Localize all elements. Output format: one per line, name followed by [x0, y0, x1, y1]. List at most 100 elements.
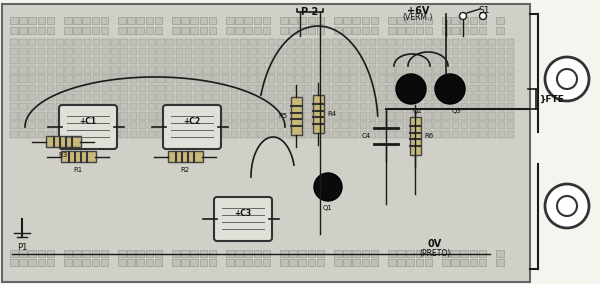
Bar: [359, 48, 367, 55]
Bar: [479, 112, 487, 120]
Bar: [212, 75, 220, 83]
Bar: [314, 39, 321, 46]
Bar: [166, 85, 174, 92]
Bar: [194, 103, 202, 110]
Bar: [304, 57, 312, 64]
Bar: [470, 94, 478, 101]
Bar: [166, 39, 174, 46]
Bar: [470, 250, 477, 257]
Bar: [231, 66, 238, 74]
Bar: [352, 26, 360, 34]
Bar: [190, 16, 198, 24]
Circle shape: [557, 196, 577, 216]
Bar: [286, 131, 293, 138]
Bar: [118, 258, 125, 266]
Bar: [148, 121, 155, 129]
Bar: [359, 75, 367, 83]
Bar: [359, 112, 367, 120]
Bar: [74, 121, 82, 129]
Bar: [102, 75, 110, 83]
Bar: [334, 26, 341, 34]
Bar: [102, 103, 110, 110]
Bar: [249, 112, 257, 120]
Bar: [93, 85, 100, 92]
Bar: [139, 85, 146, 92]
Bar: [442, 16, 449, 24]
Bar: [341, 131, 349, 138]
Bar: [406, 131, 413, 138]
Bar: [406, 16, 414, 24]
Bar: [497, 75, 505, 83]
Bar: [83, 48, 91, 55]
Bar: [209, 26, 217, 34]
Bar: [139, 131, 146, 138]
Bar: [470, 48, 478, 55]
Bar: [64, 258, 71, 266]
Bar: [38, 121, 45, 129]
Bar: [139, 112, 146, 120]
Bar: [286, 85, 293, 92]
Bar: [334, 258, 341, 266]
Circle shape: [460, 12, 467, 20]
Bar: [470, 75, 478, 83]
Bar: [507, 121, 514, 129]
Bar: [148, 57, 155, 64]
Bar: [157, 121, 164, 129]
Bar: [200, 250, 207, 257]
Bar: [369, 75, 376, 83]
Bar: [47, 75, 55, 83]
Bar: [102, 131, 110, 138]
Bar: [221, 103, 229, 110]
Bar: [240, 66, 248, 74]
Bar: [130, 66, 137, 74]
Bar: [323, 121, 331, 129]
Bar: [341, 121, 349, 129]
Bar: [157, 48, 164, 55]
Bar: [350, 112, 358, 120]
Circle shape: [545, 184, 589, 228]
Bar: [185, 48, 193, 55]
Text: P 2: P 2: [301, 7, 319, 17]
Bar: [148, 39, 155, 46]
Bar: [121, 39, 128, 46]
Bar: [479, 57, 487, 64]
Bar: [83, 66, 91, 74]
Bar: [308, 26, 315, 34]
Bar: [280, 26, 287, 34]
Bar: [166, 131, 174, 138]
Bar: [92, 26, 99, 34]
Bar: [102, 66, 110, 74]
Bar: [209, 250, 217, 257]
Bar: [181, 258, 189, 266]
Bar: [410, 117, 421, 155]
Bar: [28, 131, 36, 138]
Bar: [139, 94, 146, 101]
Bar: [47, 26, 55, 34]
Bar: [166, 75, 174, 83]
Bar: [461, 121, 469, 129]
Text: (PRETO): (PRETO): [419, 249, 451, 258]
Bar: [38, 66, 45, 74]
Bar: [415, 66, 422, 74]
Bar: [249, 85, 257, 92]
Bar: [352, 250, 360, 257]
Bar: [323, 39, 331, 46]
Bar: [268, 103, 275, 110]
Bar: [332, 85, 340, 92]
Bar: [185, 66, 193, 74]
Bar: [194, 57, 202, 64]
Bar: [46, 136, 81, 147]
Bar: [111, 57, 119, 64]
Bar: [416, 16, 423, 24]
Bar: [212, 103, 220, 110]
Bar: [350, 131, 358, 138]
Bar: [244, 16, 252, 24]
Bar: [130, 39, 137, 46]
Bar: [56, 121, 64, 129]
Bar: [442, 85, 450, 92]
Bar: [280, 258, 287, 266]
Bar: [74, 94, 82, 101]
Bar: [226, 258, 233, 266]
Bar: [442, 26, 449, 34]
Bar: [102, 94, 110, 101]
